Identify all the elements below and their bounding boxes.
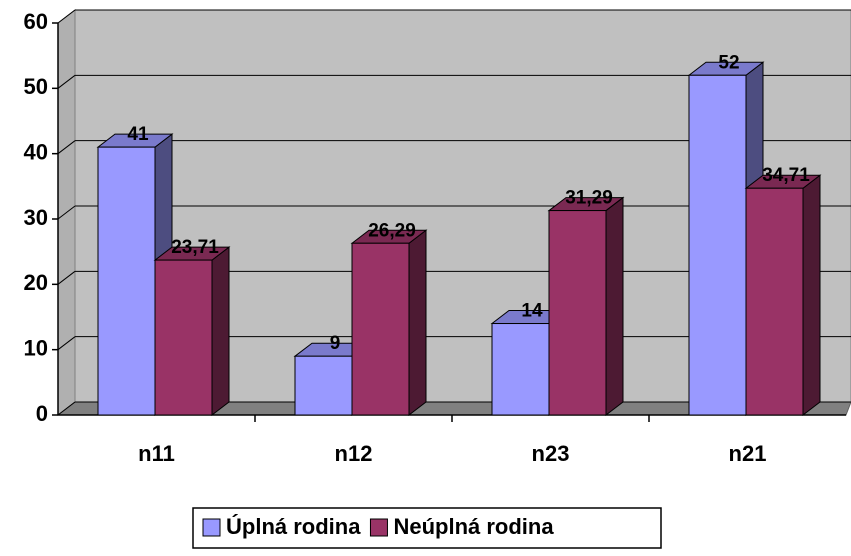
grid-line (57, 9, 76, 24)
data-label: 23,71 (171, 237, 219, 258)
y-tick-label: 20 (24, 270, 48, 295)
data-label: 14 (521, 301, 543, 322)
x-tick-label: n21 (729, 441, 767, 466)
grid-line (57, 401, 76, 416)
legend-swatch (369, 518, 388, 537)
y-tick-label: 40 (24, 139, 48, 164)
data-label: 26,29 (368, 220, 416, 241)
bar (97, 146, 156, 416)
bar-side (408, 229, 427, 417)
y-tick-label: 60 (24, 9, 48, 34)
legend (192, 507, 662, 549)
grid-line (57, 74, 76, 89)
y-tick-label: 30 (24, 205, 48, 230)
grid-line (57, 140, 76, 155)
bar-side (211, 246, 230, 417)
data-label: 9 (330, 333, 341, 354)
bar (491, 323, 550, 416)
bar-side (802, 174, 821, 417)
bar (351, 242, 410, 416)
bar (688, 74, 747, 416)
legend-label: Neúplná rodina (393, 514, 554, 539)
bar (294, 355, 353, 416)
grid-line (57, 336, 76, 351)
x-tick-label: n11 (138, 441, 175, 466)
y-tick-label: 50 (24, 74, 48, 99)
x-tick-label: n12 (335, 441, 373, 466)
y-tick-label: 0 (36, 401, 48, 426)
legend-label: Úplná rodina (226, 514, 361, 539)
y-tick-label: 10 (24, 335, 48, 360)
data-label: 41 (127, 124, 149, 145)
legend-swatch (202, 518, 221, 537)
bar (154, 259, 213, 416)
bar (745, 187, 804, 416)
grid-line (57, 270, 76, 285)
bar (548, 210, 607, 416)
bar-side (605, 196, 624, 417)
x-tick-label: n23 (532, 441, 570, 466)
data-label: 31,29 (565, 188, 613, 209)
data-label: 52 (718, 52, 739, 73)
grid-line (57, 205, 76, 220)
data-label: 34,71 (762, 165, 810, 186)
